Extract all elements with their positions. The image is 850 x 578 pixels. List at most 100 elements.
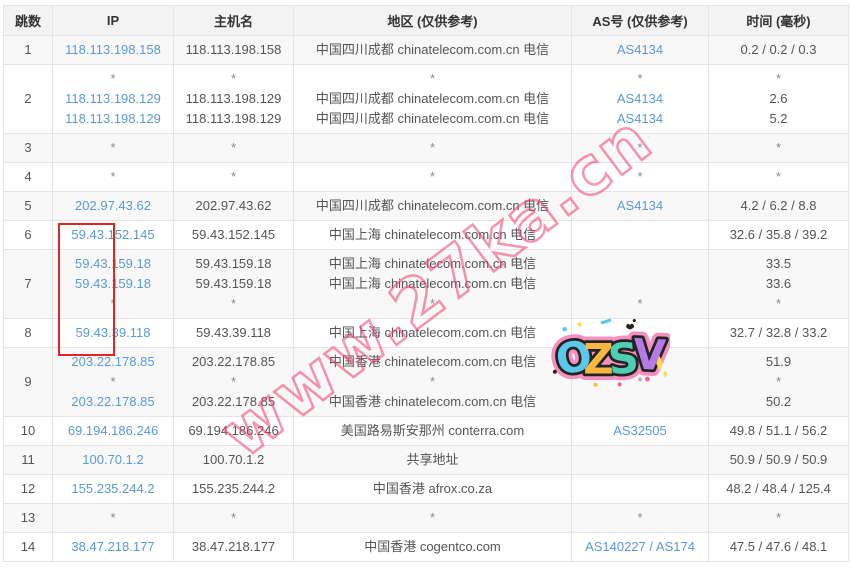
hop-number: 13 xyxy=(20,510,36,525)
hop-number: 3 xyxy=(24,140,32,155)
as-link[interactable]: AS140227 / AS174 xyxy=(585,539,695,554)
cell-as: * xyxy=(571,133,709,163)
hop-number: 9 xyxy=(24,374,32,389)
missing-hop-asterisk: * xyxy=(429,374,436,389)
column-header-hop: 跳数 xyxy=(3,5,53,36)
ip-link[interactable]: 59.43.152.145 xyxy=(71,227,155,242)
ip-link[interactable]: 202.97.43.62 xyxy=(75,198,151,213)
cell-as xyxy=(571,220,709,250)
missing-hop-asterisk: * xyxy=(230,374,237,389)
missing-hop-asterisk: * xyxy=(230,169,237,184)
cell-as: * xyxy=(571,249,709,319)
ip-link[interactable]: 100.70.1.2 xyxy=(82,452,144,467)
cell-region: 中国上海 chinatelecom.com.cn 电信 xyxy=(293,318,572,348)
ip-link[interactable]: 38.47.218.177 xyxy=(71,539,155,554)
cell-time: 32.6 / 35.8 / 39.2 xyxy=(708,220,849,250)
ip-link[interactable]: 59.43.39.118 xyxy=(75,325,151,340)
cell-region: * xyxy=(293,133,572,163)
cell-region: 美国路易斯安那州 conterra.com xyxy=(293,416,572,446)
region-text: 中国香港 chinatelecom.com.cn 电信 xyxy=(328,354,537,369)
missing-hop-asterisk: * xyxy=(110,510,116,525)
ip-link[interactable]: 118.113.198.129 xyxy=(65,111,161,126)
cell-ip: 59.43.159.18 59.43.159.18 * xyxy=(52,249,174,319)
cell-as xyxy=(571,445,709,475)
table-row: 2 * 118.113.198.129 118.113.198.129 * 118.113… xyxy=(3,64,849,134)
missing-hop-asterisk: * xyxy=(637,71,643,86)
ip-link[interactable]: 59.43.159.18 xyxy=(75,256,151,271)
table-row: 6 59.43.152.145 59.43.152.145 中国上海 chinatel… xyxy=(3,220,849,250)
missing-hop-asterisk: * xyxy=(429,140,436,155)
ip-link[interactable]: 203.22.178.85 xyxy=(71,354,155,369)
as-link[interactable]: AS32505 xyxy=(613,423,667,438)
cell-time: * 2.6 5.2 xyxy=(708,64,849,134)
cell-hop: 3 xyxy=(3,133,53,163)
missing-hop-asterisk: * xyxy=(429,71,436,86)
as-link[interactable]: AS4134 xyxy=(616,198,664,213)
ip-link[interactable]: 203.22.178.85 xyxy=(71,394,155,409)
missing-hop-asterisk: * xyxy=(230,71,237,86)
cell-ip: * xyxy=(52,133,174,163)
cell-region: 中国四川成都 chinatelecom.com.cn 电信 xyxy=(293,191,572,221)
as-link[interactable]: AS4134 xyxy=(616,111,664,126)
as-link[interactable]: AS4134 xyxy=(616,42,664,57)
cell-time: 33.5 33.6 * xyxy=(708,249,849,319)
cell-host: * xyxy=(173,162,294,192)
table-row: 4 * * * * * xyxy=(3,162,849,192)
missing-hop-asterisk: * xyxy=(230,296,237,311)
hop-number: 8 xyxy=(24,325,32,340)
region-text: 中国四川成都 chinatelecom.com.cn 电信 xyxy=(315,42,550,57)
missing-hop-asterisk: * xyxy=(637,374,643,389)
ip-link[interactable]: 69.194.186.246 xyxy=(67,423,159,438)
host-text: 59.43.152.145 xyxy=(191,227,276,242)
table-row: 10 69.194.186.246 69.194.186.246 美国路易斯安那州 c… xyxy=(3,416,849,446)
ip-link[interactable]: 59.43.159.18 xyxy=(75,276,151,291)
host-text: 118.113.198.129 xyxy=(185,111,282,126)
cell-ip: 118.113.198.158 xyxy=(52,35,174,65)
cell-region: 中国香港 cogentco.com xyxy=(293,532,572,562)
time-text: 50.2 xyxy=(765,394,792,409)
column-header-host: 主机名 xyxy=(173,5,294,36)
cell-hop: 1 xyxy=(3,35,53,65)
cell-time: * xyxy=(708,503,849,533)
cell-host: 38.47.218.177 xyxy=(173,532,294,562)
hop-number: 7 xyxy=(24,276,32,291)
cell-hop: 10 xyxy=(3,416,53,446)
cell-ip: 203.22.178.85 * 203.22.178.85 xyxy=(52,347,174,417)
cell-as: * AS4134 AS4134 xyxy=(571,64,709,134)
time-text: 51.9 xyxy=(765,354,792,369)
cell-as: AS4134 xyxy=(571,35,709,65)
cell-time: 4.2 / 6.2 / 8.8 xyxy=(708,191,849,221)
cell-as: AS4134 xyxy=(571,191,709,221)
missing-hop-asterisk: * xyxy=(775,374,782,389)
hop-number: 12 xyxy=(20,481,36,496)
cell-hop: 11 xyxy=(3,445,53,475)
cell-region: 共享地址 xyxy=(293,445,572,475)
ip-link[interactable]: 118.113.198.129 xyxy=(65,91,161,106)
time-text: 47.5 / 47.6 / 48.1 xyxy=(729,539,828,554)
host-text: 155.235.244.2 xyxy=(191,481,276,496)
cell-ip: 155.235.244.2 xyxy=(52,474,174,504)
cell-as xyxy=(571,474,709,504)
cell-host: 69.194.186.246 xyxy=(173,416,294,446)
cell-region: * xyxy=(293,162,572,192)
missing-hop-asterisk: * xyxy=(637,169,643,184)
ip-link[interactable]: 155.235.244.2 xyxy=(71,481,155,496)
cell-ip: 59.43.39.118 xyxy=(52,318,174,348)
column-header-region: 地区 (仅供参考) xyxy=(293,5,572,36)
cell-hop: 2 xyxy=(3,64,53,134)
cell-time: * xyxy=(708,162,849,192)
as-link[interactable]: AS4134 xyxy=(616,91,664,106)
ip-link[interactable]: 118.113.198.158 xyxy=(65,42,161,57)
cell-hop: 4 xyxy=(3,162,53,192)
table-row: 12 155.235.244.2 155.235.244.2 中国香港 afrox.c… xyxy=(3,474,849,504)
cell-ip: * 118.113.198.129 118.113.198.129 xyxy=(52,64,174,134)
time-text: 32.7 / 32.8 / 33.2 xyxy=(729,325,828,340)
cell-region: 中国上海 chinatelecom.com.cn 电信 xyxy=(293,220,572,250)
region-text: 中国四川成都 chinatelecom.com.cn 电信 xyxy=(315,91,550,106)
missing-hop-asterisk: * xyxy=(429,296,436,311)
missing-hop-asterisk: * xyxy=(429,169,436,184)
empty-line xyxy=(576,352,704,372)
cell-time: 50.9 / 50.9 / 50.9 xyxy=(708,445,849,475)
cell-region: 中国香港 chinatelecom.com.cn 电信 * 中国香港 chinate… xyxy=(293,347,572,417)
host-text: 100.70.1.2 xyxy=(202,452,265,467)
